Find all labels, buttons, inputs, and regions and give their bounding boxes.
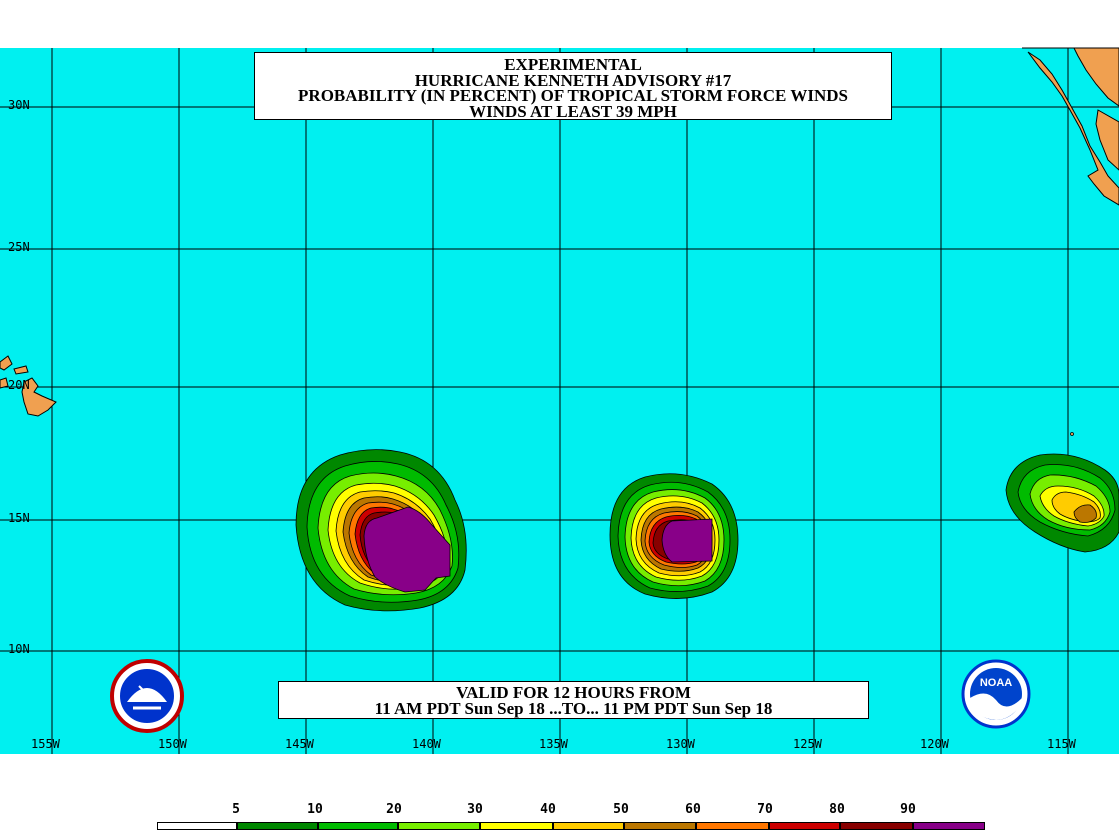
legend-value: 40 xyxy=(540,802,556,817)
lon-label-120w: 120W xyxy=(920,737,949,751)
title-line: HURRICANE KENNETH ADVISORY #17 xyxy=(414,70,732,90)
legend-swatch xyxy=(696,822,769,830)
title-line: PROBABILITY (IN PERCENT) OF TROPICAL STO… xyxy=(298,86,848,105)
legend-swatch xyxy=(157,822,237,830)
legend-swatch xyxy=(553,822,624,830)
legend-value: 70 xyxy=(757,802,773,817)
valid-line: 11 AM PDT Sun Sep 18 ...TO... 11 PM PDT … xyxy=(374,699,773,718)
legend-value: 10 xyxy=(307,802,323,817)
legend-value: 5 xyxy=(232,802,240,817)
lon-label-155w: 155W xyxy=(31,737,60,751)
hawaii-land xyxy=(0,355,57,417)
title-line: WINDS AT LEAST 39 MPH xyxy=(469,101,677,121)
lon-label-150w: 150W xyxy=(158,737,187,751)
legend-swatch xyxy=(237,822,318,830)
lon-label-130w: 130W xyxy=(666,737,695,751)
probability-swath-west xyxy=(295,449,467,612)
title-line: EXPERIMENTAL xyxy=(504,55,642,74)
valid-time-box: VALID FOR 12 HOURS FROM 11 AM PDT Sun Se… xyxy=(278,681,869,719)
lat-label-25n: 25N xyxy=(8,240,30,254)
legend-value: 80 xyxy=(829,802,845,817)
legend-swatch xyxy=(480,822,553,830)
lon-label-145w: 145W xyxy=(285,737,314,751)
lon-label-125w: 125W xyxy=(793,737,822,751)
legend-value: 20 xyxy=(386,802,402,817)
legend-swatch xyxy=(840,822,913,830)
legend-value: 50 xyxy=(613,802,629,817)
lon-label-115w: 115W xyxy=(1047,737,1076,751)
legend-swatch xyxy=(624,822,696,830)
lat-label-20n: 20N xyxy=(8,378,30,392)
tiny-island xyxy=(1070,432,1074,436)
lat-label-10n: 10N xyxy=(8,642,30,656)
lon-label-140w: 140W xyxy=(412,737,441,751)
legend-value: 90 xyxy=(900,802,916,817)
noaa-logo: NOAA xyxy=(961,659,1031,729)
lat-lon-grid xyxy=(0,48,1119,754)
title-box: EXPERIMENTAL HURRICANE KENNETH ADVISORY … xyxy=(254,52,892,120)
legend-swatch xyxy=(769,822,840,830)
lon-label-135w: 135W xyxy=(539,737,568,751)
lat-label-15n: 15N xyxy=(8,511,30,525)
legend-swatch xyxy=(398,822,480,830)
probability-swath-east xyxy=(1005,432,1119,553)
legend-swatch xyxy=(318,822,398,830)
lat-label-30n: 30N xyxy=(8,98,30,112)
legend-value: 60 xyxy=(685,802,701,817)
valid-line: VALID FOR 12 HOURS FROM xyxy=(456,683,691,702)
nws-logo xyxy=(110,659,184,733)
legend-swatch xyxy=(913,822,985,830)
probability-swath-central xyxy=(609,473,739,599)
legend-value: 30 xyxy=(467,802,483,817)
baja-land xyxy=(1022,47,1119,206)
svg-text:NOAA: NOAA xyxy=(980,677,1012,689)
